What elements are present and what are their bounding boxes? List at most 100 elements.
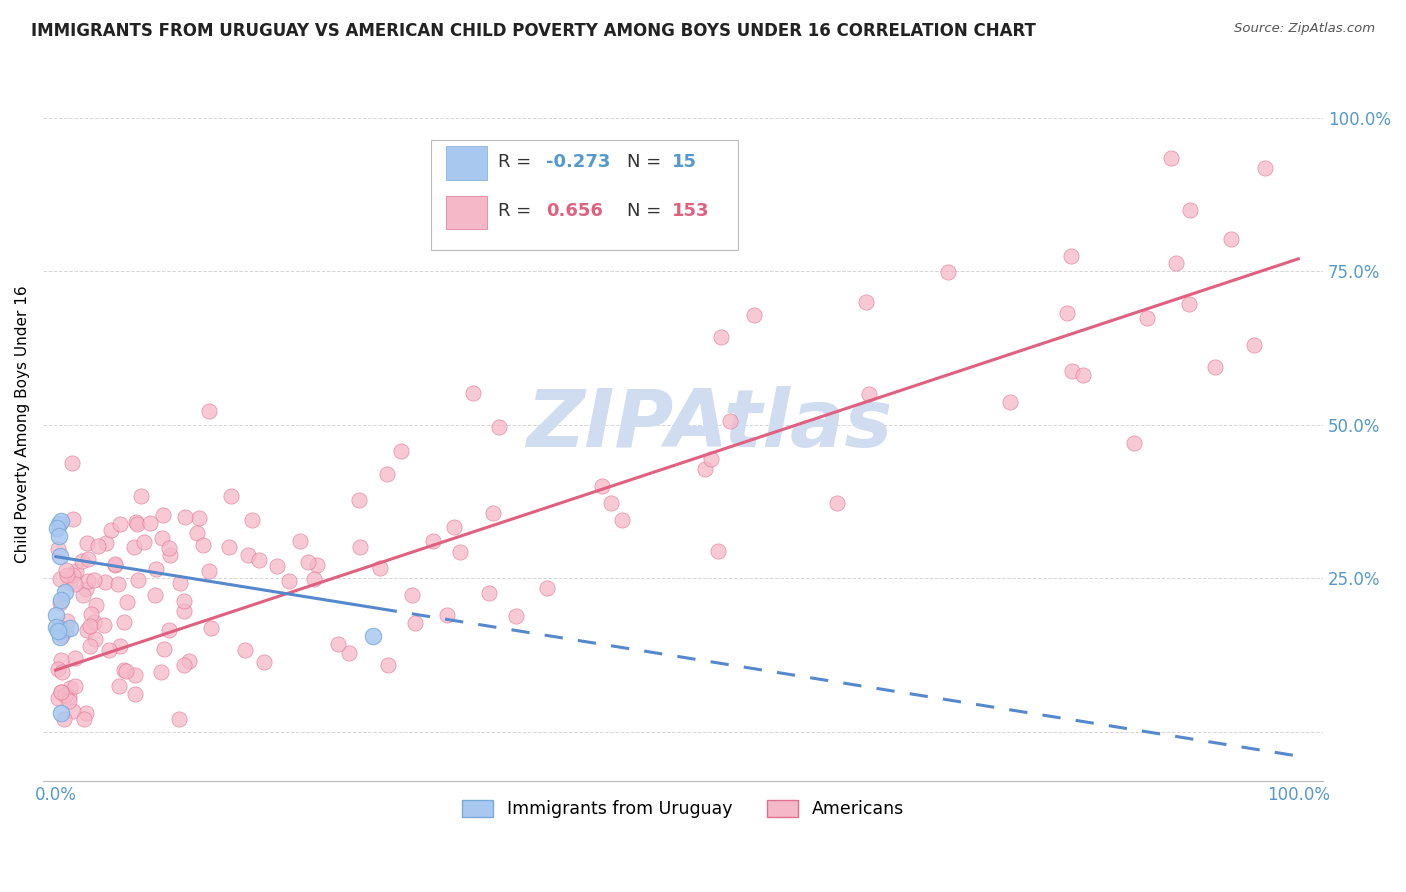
Point [65, 564, 87, 578]
Point [122, 540, 145, 554]
Point [253, 655, 276, 669]
Point [52, 712, 75, 726]
Point [150, 665, 173, 680]
Point [404, 615, 426, 630]
Point [1060, 249, 1083, 263]
Point [72, 588, 94, 602]
Point [179, 654, 201, 668]
Point [51, 628, 73, 642]
Point [197, 565, 219, 579]
Point [62, 568, 84, 582]
Point [855, 295, 877, 310]
Point [93, 618, 115, 632]
Point [46, 624, 69, 638]
Point [1135, 311, 1157, 326]
Point [188, 511, 211, 525]
Text: N =: N = [627, 202, 666, 219]
Text: -0.273: -0.273 [546, 153, 610, 170]
Point [858, 387, 880, 401]
Point [1178, 296, 1201, 310]
Text: R =: R = [498, 202, 537, 219]
Point [174, 509, 197, 524]
Point [349, 540, 371, 554]
Point [277, 574, 299, 589]
Point [200, 621, 222, 635]
Point [59, 621, 82, 635]
Point [143, 588, 166, 602]
Point [110, 639, 132, 653]
Point [62, 704, 84, 718]
Point [1060, 364, 1083, 378]
Point [167, 712, 190, 726]
Point [86, 598, 108, 612]
Point [368, 561, 391, 575]
Text: 15: 15 [672, 153, 696, 170]
Point [304, 572, 326, 586]
Point [124, 668, 146, 682]
Point [710, 329, 733, 343]
Point [718, 414, 741, 428]
Point [79, 619, 101, 633]
Point [389, 444, 412, 458]
Point [83, 615, 105, 629]
Point [744, 308, 766, 322]
Point [114, 664, 136, 678]
Point [488, 419, 510, 434]
Point [70, 554, 93, 568]
Point [461, 386, 484, 401]
Point [478, 586, 501, 600]
Point [97, 643, 120, 657]
Point [58, 694, 80, 708]
Point [108, 679, 131, 693]
Point [132, 535, 155, 549]
Point [45, 608, 67, 623]
Point [49, 706, 72, 720]
Point [49, 549, 72, 563]
Point [153, 642, 176, 657]
Text: N =: N = [627, 153, 666, 170]
Point [145, 562, 167, 576]
Point [112, 615, 135, 630]
Point [58, 690, 80, 705]
Point [46, 662, 69, 676]
Point [75, 706, 97, 721]
Point [51, 665, 73, 680]
Point [49, 624, 72, 638]
Text: R =: R = [498, 153, 537, 170]
Point [53, 585, 76, 599]
Point [240, 513, 263, 527]
Point [173, 658, 195, 673]
Point [49, 515, 72, 529]
Point [48, 516, 70, 531]
Point [173, 604, 195, 618]
Point [157, 623, 180, 637]
Point [443, 519, 465, 533]
Point [75, 582, 97, 596]
Point [307, 558, 329, 572]
Point [55, 568, 77, 582]
Point [108, 516, 131, 531]
Point [505, 609, 527, 624]
Point [326, 637, 349, 651]
Point [150, 531, 173, 545]
FancyBboxPatch shape [432, 140, 738, 250]
Point [998, 395, 1021, 409]
Point [104, 558, 127, 573]
Point [436, 608, 458, 623]
Point [482, 506, 505, 520]
Point [55, 623, 77, 637]
Point [51, 653, 73, 667]
Point [56, 614, 79, 628]
Point [100, 523, 122, 537]
Point [297, 555, 319, 569]
Point [48, 529, 70, 543]
Point [936, 265, 959, 279]
Point [186, 526, 208, 541]
Point [46, 691, 69, 706]
Point [79, 607, 101, 621]
Point [129, 489, 152, 503]
Point [536, 581, 558, 595]
Point [48, 572, 70, 586]
Point [49, 630, 72, 644]
Point [236, 548, 259, 562]
